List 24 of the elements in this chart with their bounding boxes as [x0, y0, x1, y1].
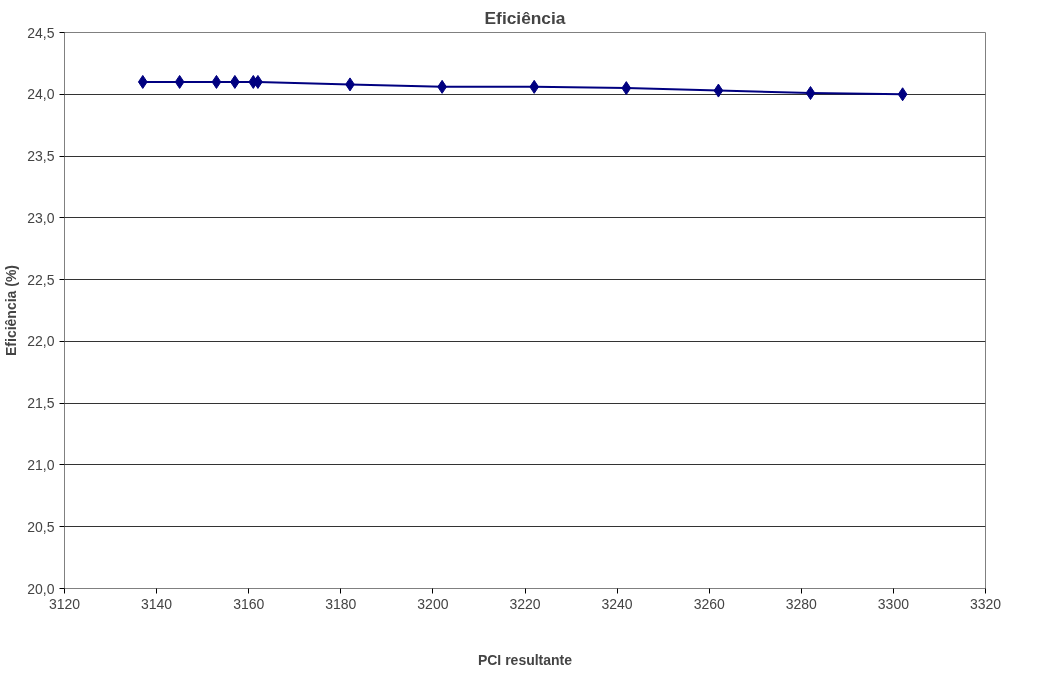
- x-tick-label: 3220: [509, 595, 541, 612]
- x-tick-label: 3120: [48, 595, 81, 612]
- y-tick-label: 24,5: [27, 24, 55, 41]
- y-tick-label: 22,5: [27, 271, 55, 288]
- x-tick-label: 3280: [785, 595, 818, 612]
- chart-title: Eficiência: [484, 7, 566, 28]
- x-tick-label: 3320: [969, 595, 1002, 612]
- x-tick-label: 3160: [233, 595, 265, 612]
- y-tick-label: 23,0: [27, 209, 55, 226]
- y-axis-title: Eficiência (%): [3, 264, 20, 357]
- x-axis-title: PCI resultante: [477, 651, 573, 668]
- x-tick-label: 3300: [877, 595, 910, 612]
- y-tick-label: 20,0: [27, 580, 55, 597]
- x-tick-label: 3260: [693, 595, 725, 612]
- y-tick-label: 22,0: [27, 333, 55, 350]
- y-tick-label: 21,0: [27, 456, 55, 473]
- x-tick-label: 3200: [417, 595, 449, 612]
- y-tick-label: 21,5: [27, 395, 55, 412]
- x-tick-label: 3240: [601, 595, 633, 612]
- y-tick-label: 20,5: [27, 518, 55, 535]
- y-tick-label: 24,0: [27, 86, 55, 103]
- y-tick-label: 23,5: [27, 148, 55, 165]
- x-tick-label: 3140: [141, 595, 173, 612]
- x-tick-label: 3180: [325, 595, 357, 612]
